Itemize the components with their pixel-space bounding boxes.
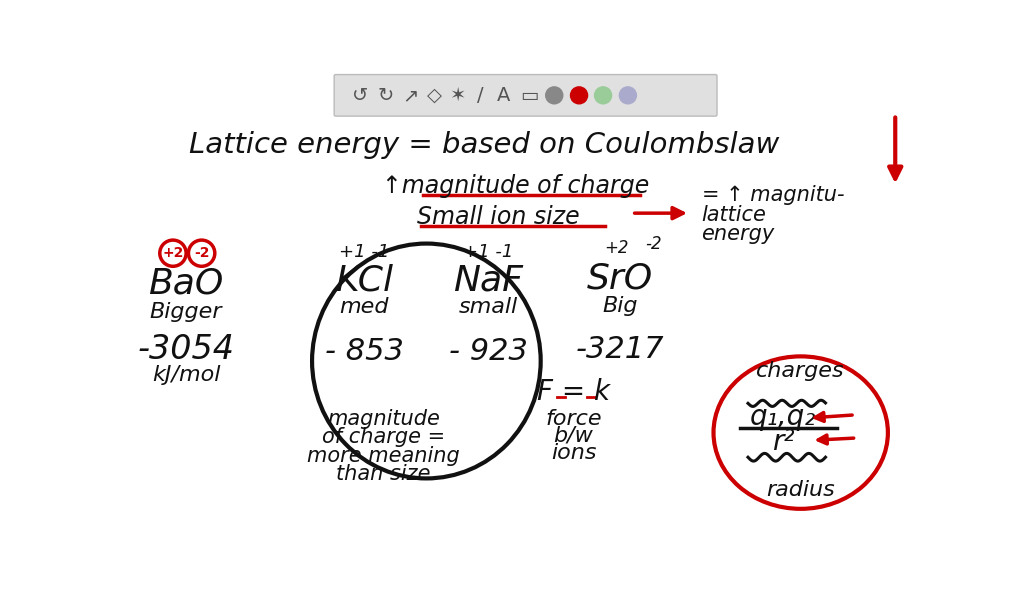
Text: Small ion size: Small ion size <box>417 205 580 229</box>
Text: -2: -2 <box>194 246 209 260</box>
Text: ↻: ↻ <box>378 86 394 105</box>
Text: -2: -2 <box>645 235 662 253</box>
Text: -3054: -3054 <box>137 333 234 366</box>
Text: ▭: ▭ <box>520 86 539 105</box>
Text: kJ/mol: kJ/mol <box>152 365 220 385</box>
Text: BaO: BaO <box>148 267 224 301</box>
Text: Bigger: Bigger <box>150 302 222 323</box>
Text: ↺: ↺ <box>352 86 369 105</box>
Text: b/w: b/w <box>554 426 594 445</box>
Text: med: med <box>340 297 389 317</box>
Text: NaF: NaF <box>454 263 523 297</box>
Text: ↗: ↗ <box>402 86 419 105</box>
Text: ◇: ◇ <box>427 86 441 105</box>
Text: force: force <box>546 409 602 429</box>
Text: - 923: - 923 <box>449 337 527 366</box>
Text: = ↑ magnitu-: = ↑ magnitu- <box>701 185 844 205</box>
Text: charges: charges <box>757 361 845 381</box>
Text: +1 -1: +1 -1 <box>339 243 389 261</box>
Text: +2: +2 <box>604 239 629 257</box>
Circle shape <box>546 87 563 104</box>
FancyBboxPatch shape <box>334 75 717 116</box>
Text: ✶: ✶ <box>450 86 466 105</box>
Text: q₁,q₂: q₁,q₂ <box>750 403 816 431</box>
Text: radius: radius <box>766 480 836 500</box>
Circle shape <box>595 87 611 104</box>
Text: SrO: SrO <box>587 262 653 296</box>
Text: -3217: -3217 <box>575 335 665 364</box>
Text: of charge =: of charge = <box>323 427 445 447</box>
Text: ↑magnitude of charge: ↑magnitude of charge <box>382 174 649 198</box>
Text: than size: than size <box>337 464 431 484</box>
Text: +2: +2 <box>162 246 183 260</box>
Text: F = k: F = k <box>537 378 610 406</box>
Text: /: / <box>477 86 484 105</box>
Text: +1 -1: +1 -1 <box>463 243 514 261</box>
Text: more meaning: more meaning <box>307 445 460 466</box>
Circle shape <box>570 87 588 104</box>
Text: small: small <box>459 297 518 317</box>
Text: Lattice energy = based on Coulombslaw: Lattice energy = based on Coulombslaw <box>189 131 779 160</box>
Text: A: A <box>498 86 511 105</box>
Text: KCl: KCl <box>336 263 393 297</box>
Text: lattice: lattice <box>701 205 766 225</box>
Circle shape <box>620 87 636 104</box>
Text: magnitude: magnitude <box>328 409 440 429</box>
Text: r²: r² <box>772 428 795 456</box>
Text: - 853: - 853 <box>325 337 403 366</box>
Text: ions: ions <box>551 442 596 462</box>
Text: energy: energy <box>701 224 775 244</box>
Text: Big: Big <box>602 296 638 315</box>
